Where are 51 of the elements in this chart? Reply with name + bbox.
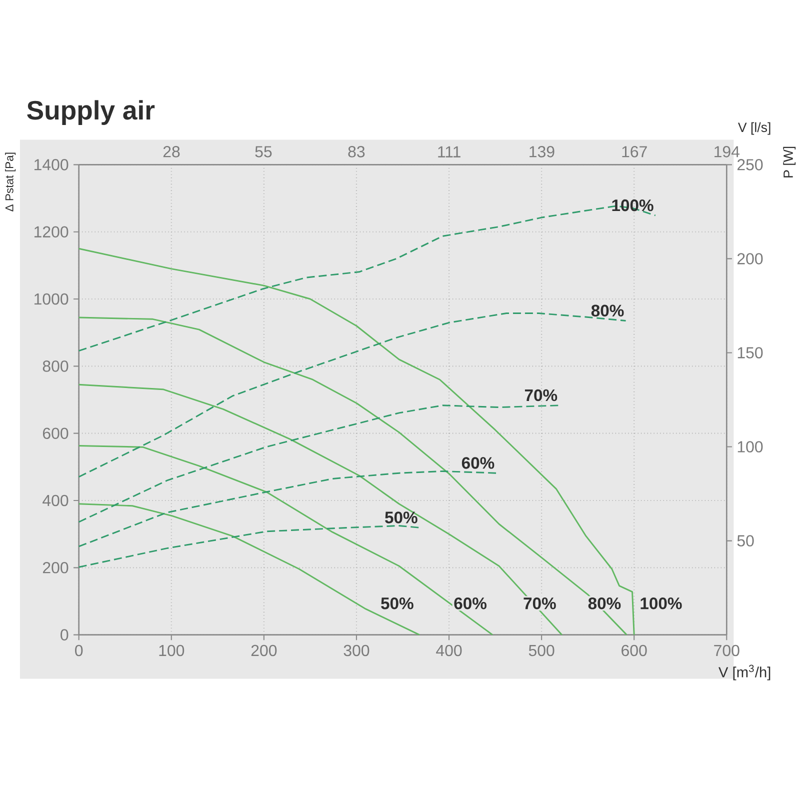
x-tick-label: 200 xyxy=(251,645,277,656)
y-axis-title: Δ Pstat [Pa] xyxy=(5,153,16,212)
line-series xyxy=(78,384,563,636)
y-tick-label: 600 xyxy=(42,428,68,440)
x-tick-label: 700 xyxy=(714,645,740,656)
y-tick-label: 800 xyxy=(42,360,68,372)
x2-tick-label: 167 xyxy=(622,146,647,158)
series-label: 50% xyxy=(385,512,418,524)
chart-title: Supply air xyxy=(27,100,155,126)
y2-axis-title: P [W] xyxy=(783,147,796,178)
line-series xyxy=(78,445,494,636)
series-label: 60% xyxy=(462,457,494,470)
y-tick-label: 400 xyxy=(42,495,68,506)
line-series xyxy=(78,248,635,636)
line-series xyxy=(78,404,560,523)
line-series xyxy=(78,503,420,636)
line-series xyxy=(78,316,628,636)
series-label: 80% xyxy=(588,598,621,610)
x-tick-label: 300 xyxy=(344,645,370,656)
line-series xyxy=(78,470,497,548)
x-axis-title: V [m$^{3}$/h] xyxy=(718,665,770,681)
x2-tick-label: 139 xyxy=(530,146,554,158)
y-tick-label: 0 xyxy=(60,629,68,641)
series-label: 70% xyxy=(524,598,556,610)
x2-tick-label: 111 xyxy=(438,146,460,158)
y-tick-label: 1200 xyxy=(34,226,68,238)
y2-tick-label: 50 xyxy=(737,535,754,547)
y2-tick-label: 250 xyxy=(737,159,763,171)
y2-tick-label: 100 xyxy=(738,441,763,453)
series-label: 100% xyxy=(640,598,682,610)
x-tick-label: 400 xyxy=(436,645,462,656)
series-label: 80% xyxy=(591,304,624,317)
x-tick-label: 600 xyxy=(622,645,647,656)
series-label: 60% xyxy=(454,598,486,610)
x2-axis-title: V [l/s] xyxy=(738,122,770,135)
series-label: 100% xyxy=(612,200,654,212)
x2-tick-label: 55 xyxy=(255,146,272,158)
series-label: 50% xyxy=(381,598,414,610)
y-tick-label: 1000 xyxy=(34,294,68,305)
x2-tick-label: 83 xyxy=(348,146,365,158)
y-tick-label: 200 xyxy=(42,562,68,574)
x-tick-label: 100 xyxy=(159,645,184,656)
x2-tick-label: 28 xyxy=(163,146,180,158)
x-tick-label: 0 xyxy=(75,645,83,656)
series-label: 70% xyxy=(524,390,558,402)
y2-tick-label: 150 xyxy=(738,347,763,359)
line-series xyxy=(78,525,420,568)
x2-tick-label: 194 xyxy=(714,146,740,158)
x-tick-label: 500 xyxy=(528,645,554,656)
y2-tick-label: 200 xyxy=(737,253,763,265)
y-tick-label: 1400 xyxy=(34,159,68,171)
